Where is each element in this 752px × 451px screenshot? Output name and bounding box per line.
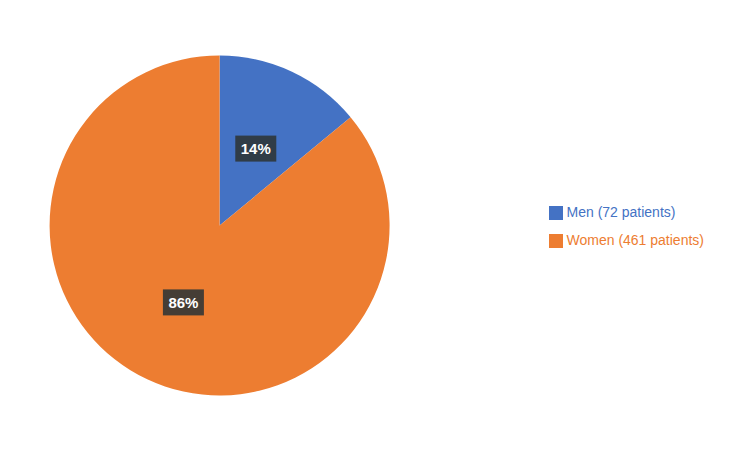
svg-text:14%: 14%: [241, 140, 271, 157]
svg-text:86%: 86%: [168, 294, 198, 311]
html-text:Men (72 patients): Men (72 patients): [566, 203, 676, 220]
html-text:Women (461 patients): Women (461 patients): [566, 231, 704, 248]
